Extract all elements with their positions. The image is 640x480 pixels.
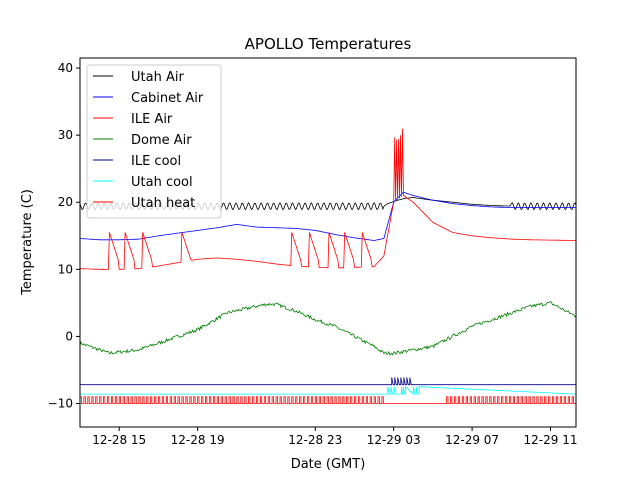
series-line-utah-heat	[80, 396, 576, 404]
y-tick-label: −10	[48, 397, 73, 411]
y-tick-label: 20	[58, 195, 73, 209]
x-tick-label: 12-28 19	[171, 433, 225, 447]
y-tick-label: 0	[65, 329, 73, 343]
legend-entry: Utah cool	[131, 175, 193, 190]
x-tick-label: 12-29 11	[524, 433, 578, 447]
y-tick-label: 30	[58, 128, 73, 142]
y-tick-label: 10	[58, 262, 73, 276]
x-tick-label: 12-29 07	[445, 433, 499, 447]
x-tick-label: 12-29 03	[367, 433, 421, 447]
tick-layer: 12-28 15 12-28 19 12-28 23 12-29 03 12-29 07…	[48, 61, 578, 447]
legend-entry: ILE cool	[131, 154, 181, 169]
series-line-ile-air	[80, 128, 576, 270]
y-axis-label: Temperature (C)	[20, 189, 35, 296]
series-line-cabinet-air	[80, 191, 576, 241]
x-tick-label: 12-28 23	[288, 433, 342, 447]
legend-entry: ILE Air	[131, 112, 173, 127]
plot-frame	[79, 57, 577, 428]
chart-title: APOLLO Temperatures	[245, 35, 412, 53]
series-line-utah-cool	[80, 385, 576, 396]
x-axis-label: Date (GMT)	[291, 457, 366, 472]
series-line-ile-cool	[80, 377, 576, 386]
legend-entry: Utah Air	[131, 70, 184, 85]
legend-entry: Cabinet Air	[131, 91, 204, 106]
legend-entry: Dome Air	[131, 133, 192, 148]
legend-entry: Utah heat	[131, 196, 195, 211]
legend: Utah Air Cabinet Air ILE Air Dome Air ILE co…	[86, 64, 222, 219]
series-line-dome-air	[80, 301, 576, 356]
legend-box	[86, 64, 222, 219]
y-tick-label: 40	[58, 61, 73, 75]
x-tick-label: 12-28 15	[92, 433, 146, 447]
